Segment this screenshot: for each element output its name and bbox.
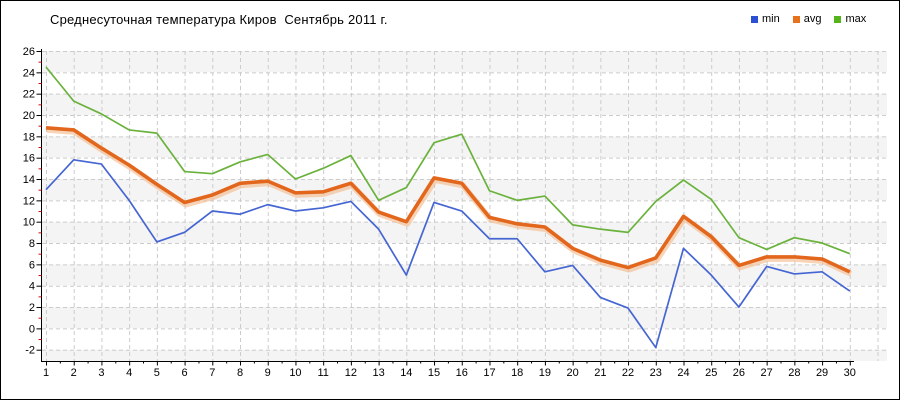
min-series-line — [45, 158, 851, 349]
x-axis-label: 17 — [483, 367, 495, 379]
x-axis-label: 18 — [511, 367, 523, 379]
x-axis-label: 11 — [317, 367, 328, 379]
legend-item-max: max — [834, 13, 866, 25]
x-axis-label: 14 — [400, 367, 412, 379]
x-axis-label: 28 — [788, 367, 800, 379]
y-axis-label: 20 — [23, 110, 35, 122]
x-axis-label: 13 — [372, 367, 384, 379]
legend-item-avg: avg — [792, 13, 822, 25]
legend: min avg max — [751, 13, 866, 25]
x-axis: 1 2 3 4 5 6 7 8 9 10 11 12 13 14 15 16 17 18 19 20 21 22 23 24 2… — [41, 361, 856, 379]
x-axis-label: 26 — [733, 367, 745, 379]
x-axis-label: 12 — [345, 367, 357, 379]
x-axis-label: 29 — [816, 367, 828, 379]
x-axis-label: 25 — [705, 367, 717, 379]
x-axis-label: 21 — [594, 367, 606, 379]
avg-legend-swatch-icon — [792, 15, 800, 23]
min-legend-swatch-icon — [751, 15, 758, 23]
legend-item-min: min — [751, 13, 780, 25]
x-axis-label: 9 — [265, 367, 271, 379]
y-axis-label: 14 — [23, 174, 35, 186]
y-axis-label: 16 — [23, 153, 35, 165]
legend-label-avg: avg — [803, 13, 822, 25]
y-axis-label: 6 — [29, 259, 35, 271]
x-axis-label: 5 — [154, 367, 160, 379]
y-axis-label: 12 — [23, 195, 35, 207]
max-series-line — [45, 66, 851, 255]
y-axis-label: 8 — [29, 238, 35, 250]
x-axis-label: 2 — [71, 367, 77, 379]
x-axis-label: 27 — [761, 367, 773, 379]
y-axis-label: -2 — [25, 345, 35, 357]
chart-title: Среднесуточная температура Киров Сентябр… — [50, 12, 388, 27]
y-axis-label: 22 — [23, 89, 35, 101]
x-axis-label: 4 — [126, 367, 132, 379]
y-axis-label: 10 — [23, 217, 35, 229]
x-axis-label: 23 — [650, 367, 662, 379]
plot-bands — [42, 51, 887, 361]
avg-series-line — [45, 126, 851, 274]
gridlines — [42, 51, 887, 361]
x-axis-label: 8 — [237, 367, 243, 379]
y-axis-label: 2 — [29, 302, 35, 314]
x-axis-label: 10 — [289, 367, 301, 379]
y-axis-label: 4 — [29, 281, 35, 293]
x-axis-label: 19 — [539, 367, 551, 379]
legend-label-max: max — [845, 13, 867, 25]
x-axis-label: 15 — [428, 367, 440, 379]
x-axis-label: 16 — [456, 367, 468, 379]
x-axis-label: 30 — [844, 367, 856, 379]
y-axis-label: 26 — [23, 46, 35, 58]
y-axis-label: 24 — [23, 67, 35, 79]
y-axis-label: 0 — [29, 323, 35, 335]
x-axis-label: 6 — [182, 367, 188, 379]
x-axis-label: 7 — [209, 367, 215, 379]
x-axis-label: 1 — [43, 367, 49, 379]
max-legend-swatch-icon — [834, 15, 842, 23]
x-axis-label: 3 — [98, 367, 104, 379]
legend-label-min: min — [762, 13, 780, 25]
x-axis-label: 24 — [677, 367, 689, 379]
x-axis-label: 20 — [566, 367, 578, 379]
y-axis-label: 18 — [23, 131, 35, 143]
x-axis-label: 22 — [622, 367, 634, 379]
